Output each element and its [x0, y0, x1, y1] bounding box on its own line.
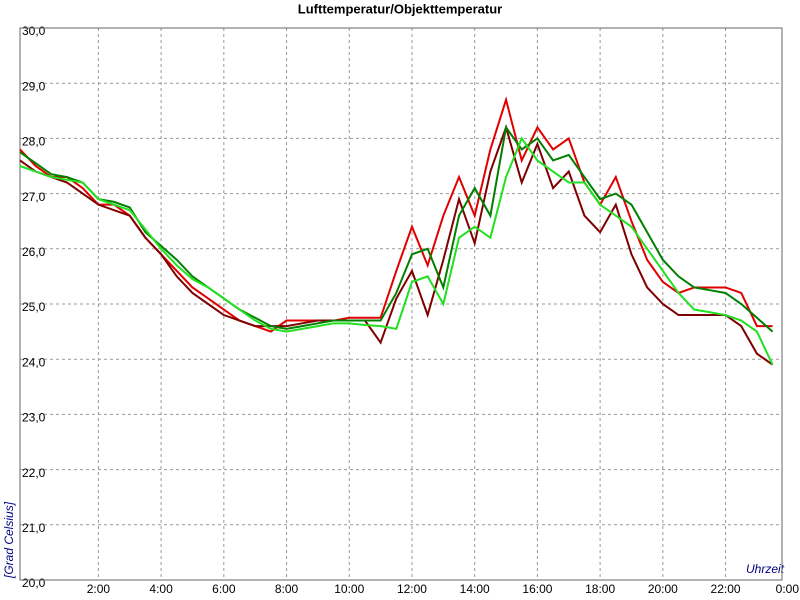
chart-title: Lufttemperatur/Objekttemperatur	[298, 1, 502, 16]
data-line	[19, 124, 774, 366]
data-line	[19, 136, 774, 366]
y-tick-label: 24,0	[22, 355, 46, 369]
y-tick-label: 26,0	[22, 245, 46, 259]
y-tick-label: 29,0	[22, 79, 46, 93]
x-tick-label: 22:00	[711, 582, 741, 596]
y-tick-label: 30,0	[22, 24, 46, 38]
x-tick-label: 18:00	[585, 582, 615, 596]
y-tick-label: 23,0	[22, 411, 46, 425]
data-line	[19, 124, 774, 333]
x-tick-label: 2:00	[87, 582, 111, 596]
y-tick-label: 20,0	[22, 576, 46, 590]
x-tick-label: 0:00	[776, 582, 800, 596]
x-tick-label: 14:00	[460, 582, 490, 596]
x-tick-label: 12:00	[397, 582, 427, 596]
x-tick-label: 10:00	[334, 582, 364, 596]
x-tick-label: 20:00	[648, 582, 678, 596]
x-tick-label: 8:00	[275, 582, 299, 596]
x-tick-label: 6:00	[212, 582, 236, 596]
x-tick-label: 16:00	[522, 582, 552, 596]
x-tick-label: 4:00	[149, 582, 173, 596]
y-tick-label: 28,0	[22, 135, 46, 149]
y-tick-label: 25,0	[22, 300, 46, 314]
x-axis-label: Uhrzeit	[746, 562, 785, 576]
y-tick-label: 27,0	[22, 190, 46, 204]
y-tick-label: 21,0	[22, 521, 46, 535]
y-axis-label: [Grad Celsius]	[2, 501, 16, 579]
plot-frame	[19, 27, 783, 581]
y-tick-label: 22,0	[22, 466, 46, 480]
